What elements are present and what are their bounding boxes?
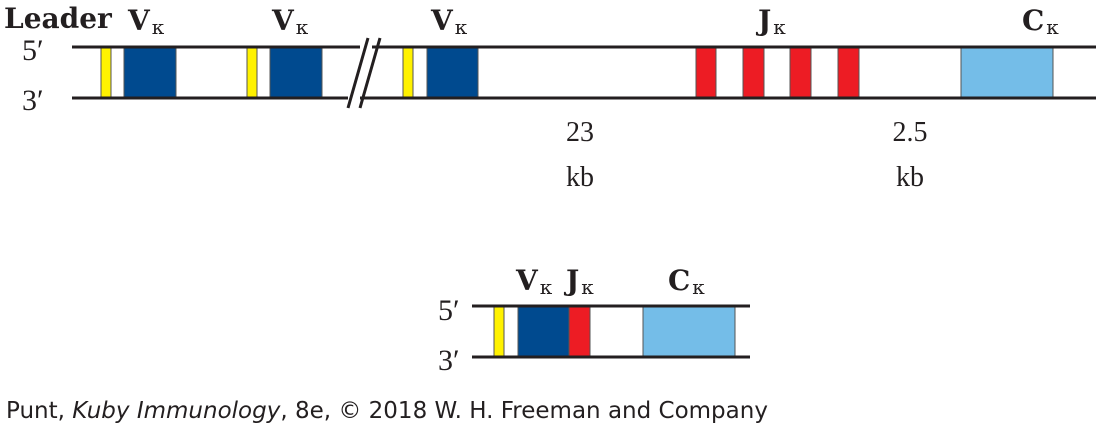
svg-text:Vκ: Vκ [515, 264, 553, 299]
j-segment [837, 46, 860, 99]
j-segment [568, 305, 591, 358]
figure-credit: Punt, Kuby Immunology, 8e, © 2018 W. H. … [6, 398, 768, 424]
distance-2.5kb: 2.5 kb [893, 117, 928, 193]
svg-text:2.5: 2.5 [893, 117, 928, 148]
c-segment [642, 305, 736, 358]
j-segment [789, 46, 812, 99]
leader-exon [493, 305, 505, 358]
svg-text:Vκ: Vκ [271, 4, 309, 39]
leader-label: Leader [4, 2, 113, 35]
intron [503, 305, 519, 358]
three-prime-label: 3′ [438, 344, 460, 377]
five-prime-label: 5′ [438, 294, 460, 327]
distance-23kb: 23 kb [566, 117, 594, 193]
c-segment [960, 46, 1054, 99]
leader-exon [246, 46, 258, 99]
five-prime-label: 5′ [22, 34, 44, 67]
svg-text:kb: kb [566, 162, 594, 193]
leader-exon [402, 46, 414, 99]
svg-text:Vκ: Vκ [127, 4, 165, 39]
svg-text:Jκ: Jκ [563, 264, 594, 299]
svg-text:Vκ: Vκ [430, 4, 468, 39]
leader-exon [100, 46, 112, 99]
j-segment [695, 46, 717, 99]
v-segment [426, 46, 479, 99]
segments [100, 46, 1054, 99]
v-segment [517, 305, 570, 358]
three-prime-label: 3′ [22, 84, 44, 117]
svg-text:Jκ: Jκ [755, 4, 786, 39]
v-segment [269, 46, 323, 99]
svg-text:kb: kb [896, 162, 924, 193]
svg-text:23: 23 [566, 117, 594, 148]
svg-text:Cκ: Cκ [1022, 4, 1059, 39]
j-segment [742, 46, 765, 99]
v-segment [123, 46, 177, 99]
break-mark [346, 37, 382, 109]
svg-text:Cκ: Cκ [668, 264, 705, 299]
